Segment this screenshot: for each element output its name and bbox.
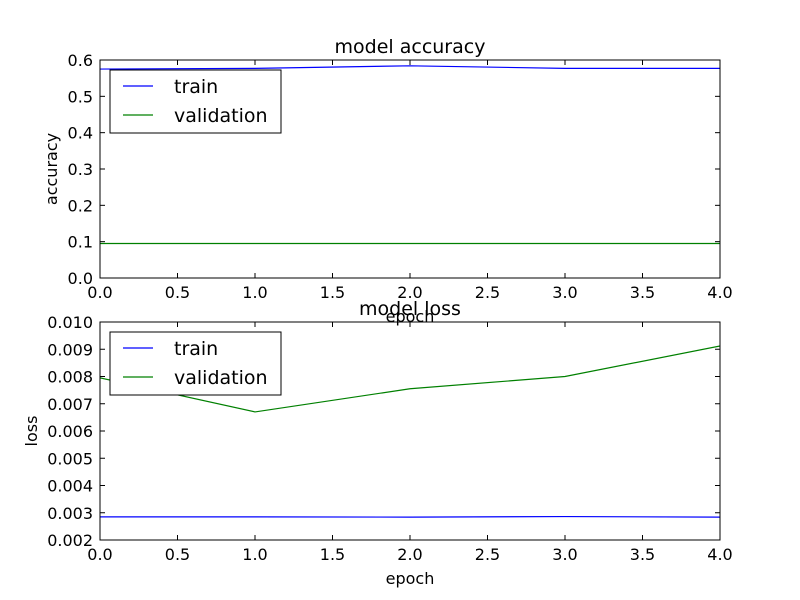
x-tick-label: 3.5 xyxy=(630,545,655,564)
x-tick-label: 1.5 xyxy=(320,283,345,302)
legend-label-train: train xyxy=(174,76,218,98)
y-axis-label: loss xyxy=(22,416,41,447)
y-tick-label: 0.0 xyxy=(68,269,93,288)
x-axis-label: epoch xyxy=(386,307,435,326)
y-tick-label: 0.006 xyxy=(47,422,93,441)
legend-label-train: train xyxy=(174,338,218,360)
x-tick-label: 2.5 xyxy=(475,283,500,302)
y-tick-label: 0.008 xyxy=(47,368,93,387)
x-tick-label: 0.0 xyxy=(87,283,112,302)
y-tick-label: 0.005 xyxy=(47,449,93,468)
x-tick-label: 3.0 xyxy=(552,283,577,302)
y-tick-label: 0.6 xyxy=(68,51,93,70)
y-tick-label: 0.004 xyxy=(47,477,93,496)
y-tick-label: 0.3 xyxy=(68,160,93,179)
legend: train validation xyxy=(109,69,282,134)
legend-box xyxy=(109,331,282,396)
subplot-accuracy: 0.0 0.5 1.0 1.5 2.0 2.5 3.0 3.5 4.0 0.0 0.1 0.2 0.3 0… xyxy=(42,36,733,326)
y-axis-label: accuracy xyxy=(42,133,61,205)
y-tick-label: 0.4 xyxy=(68,124,93,143)
x-tick-label: 0.0 xyxy=(87,545,112,564)
x-tick-label: 2.0 xyxy=(397,545,422,564)
x-tick-label: 2.0 xyxy=(397,283,422,302)
x-tick-label: 0.5 xyxy=(165,283,190,302)
y-tick-label: 0.002 xyxy=(47,531,93,550)
y-tick-label: 0.003 xyxy=(47,504,93,523)
legend-box xyxy=(109,69,282,134)
legend-label-validation: validation xyxy=(174,105,268,127)
y-tick-label: 0.2 xyxy=(68,196,93,215)
series-line-train xyxy=(100,65,720,70)
legend-label-validation: validation xyxy=(174,367,268,389)
chart-title: model accuracy xyxy=(335,36,486,58)
x-tick-label: 1.0 xyxy=(242,283,267,302)
chart-title: model loss xyxy=(359,298,461,320)
y-tick-label: 0.1 xyxy=(68,233,93,252)
x-tick-label: 1.0 xyxy=(242,545,267,564)
x-tick-label: 4.0 xyxy=(707,545,732,564)
x-axis-label: epoch xyxy=(386,569,435,588)
series-line-train xyxy=(100,515,720,518)
x-tick-label: 3.5 xyxy=(630,283,655,302)
y-tick-label: 0.007 xyxy=(47,395,93,414)
series-line-validation xyxy=(100,345,720,413)
x-tick-label: 0.5 xyxy=(165,545,190,564)
x-tick-label: 2.5 xyxy=(475,545,500,564)
x-tick-label: 1.5 xyxy=(320,545,345,564)
legend: train validation xyxy=(109,331,282,396)
x-tick-label: 3.0 xyxy=(552,545,577,564)
y-tick-label: 0.5 xyxy=(68,87,93,106)
y-tick-label: 0.009 xyxy=(47,340,93,359)
x-tick-label: 4.0 xyxy=(707,283,732,302)
subplot-loss: 0.0 0.5 1.0 1.5 2.0 2.5 3.0 3.5 4.0 0.002 0.003 0.0… xyxy=(22,298,733,588)
y-tick-label: 0.010 xyxy=(47,313,93,332)
